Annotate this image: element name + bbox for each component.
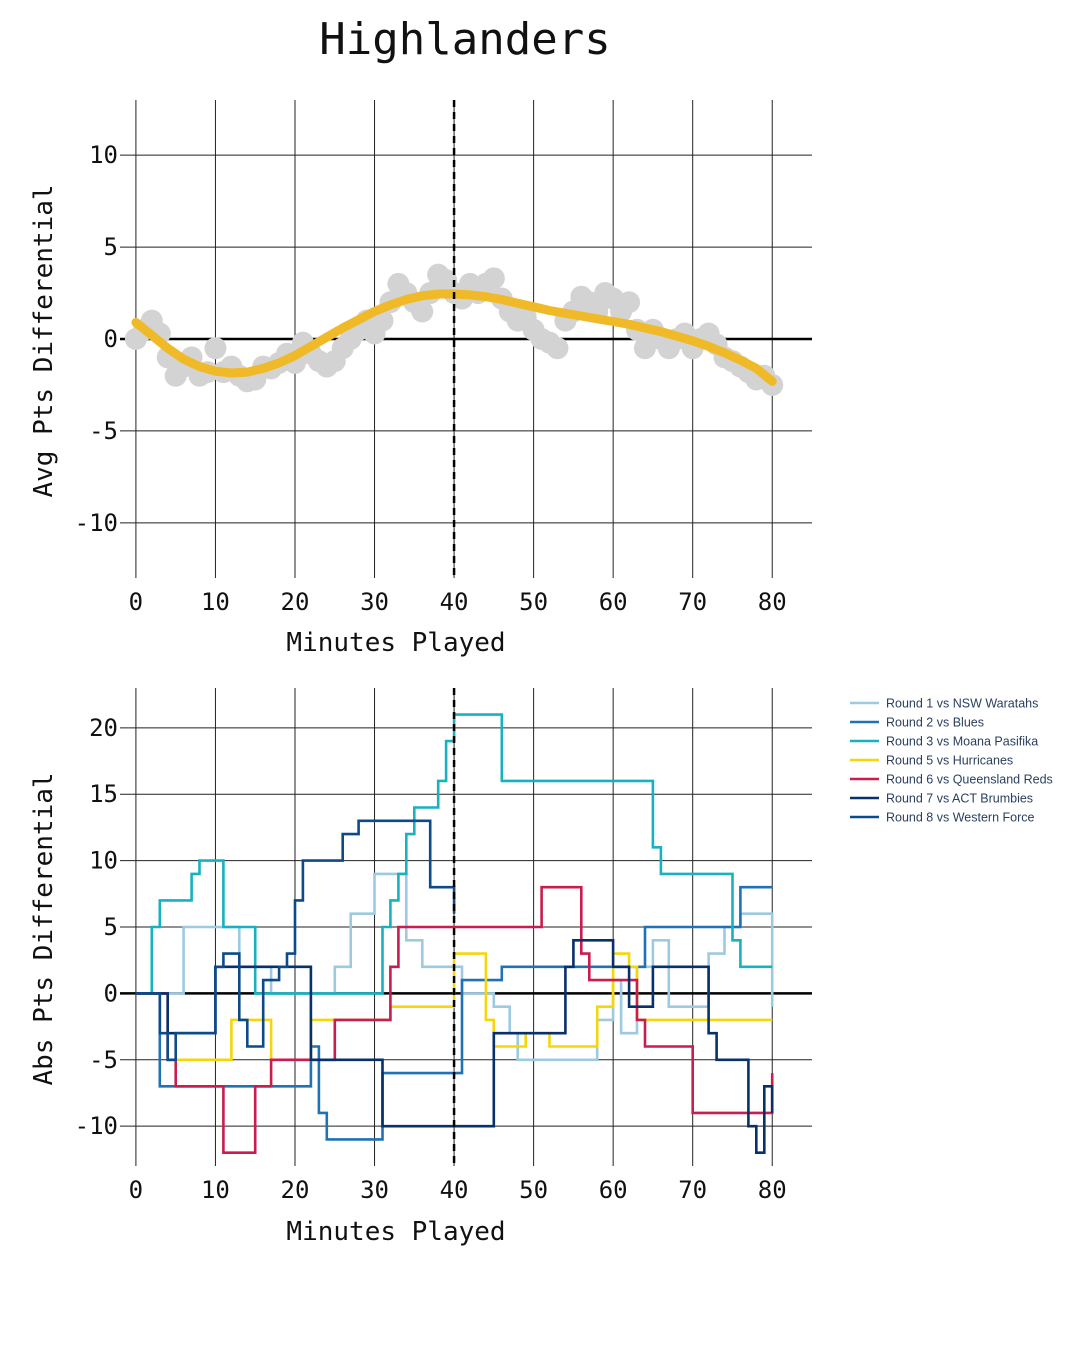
x-tick-label: 60 xyxy=(599,1176,628,1204)
x-tick-label: 40 xyxy=(440,1176,469,1204)
legend-label: Round 8 vs Western Force xyxy=(886,811,1034,825)
data-point xyxy=(618,291,641,314)
series-line-6 xyxy=(135,939,774,1154)
x-tick-label: 30 xyxy=(360,588,389,616)
data-point xyxy=(633,337,656,360)
x-tick-label: 20 xyxy=(281,588,310,616)
data-point xyxy=(546,337,569,360)
y-tick-label: 10 xyxy=(89,141,118,169)
x-tick-label: 0 xyxy=(129,588,143,616)
x-tick-label: 10 xyxy=(201,588,230,616)
y-axis-label: Avg Pts Differential xyxy=(29,184,59,497)
x-tick-label: 40 xyxy=(440,588,469,616)
legend-label: Round 3 vs Moana Pasifika xyxy=(886,735,1038,749)
data-point xyxy=(411,300,434,323)
y-tick-label: 10 xyxy=(89,847,118,875)
x-tick-label: 50 xyxy=(519,588,548,616)
x-tick-label: 10 xyxy=(201,1176,230,1204)
legend-label: Round 2 vs Blues xyxy=(886,716,984,730)
chart-title: Highlanders xyxy=(319,14,611,65)
y-tick-label: -10 xyxy=(75,509,118,537)
series-line-5 xyxy=(135,885,774,1154)
y-tick-label: 0 xyxy=(104,325,118,353)
y-tick-label: 20 xyxy=(89,714,118,742)
legend: Round 1 vs NSW Waratahs Round 2 vs Blues R… xyxy=(850,697,1053,825)
x-tick-label: 30 xyxy=(360,1176,389,1204)
x-tick-label: 0 xyxy=(129,1176,143,1204)
data-point xyxy=(482,267,505,290)
legend-label: Round 6 vs Queensland Reds xyxy=(886,773,1053,787)
series-line-7 xyxy=(135,819,456,1062)
x-tick-label: 70 xyxy=(678,588,707,616)
y-axis-label: Abs Pts Differential xyxy=(29,772,59,1085)
x-tick-label: 20 xyxy=(281,1176,310,1204)
series-line-2 xyxy=(135,885,773,1141)
x-tick-label: 50 xyxy=(519,1176,548,1204)
y-tick-label: 15 xyxy=(89,780,118,808)
y-tick-label: 0 xyxy=(104,979,118,1007)
x-tick-label: 70 xyxy=(678,1176,707,1204)
x-tick-label: 80 xyxy=(758,1176,787,1204)
y-tick-label: 5 xyxy=(104,233,118,261)
data-point xyxy=(204,337,227,360)
x-axis-label: Minutes Played xyxy=(286,1217,505,1247)
legend-label: Round 5 vs Hurricanes xyxy=(886,754,1013,768)
y-tick-label: -5 xyxy=(89,1046,118,1074)
x-tick-label: 60 xyxy=(599,588,628,616)
series-line-3 xyxy=(135,713,773,995)
y-tick-label: -5 xyxy=(89,417,118,445)
y-tick-label: 5 xyxy=(104,913,118,941)
x-axis-label: Minutes Played xyxy=(286,628,505,658)
legend-label: Round 7 vs ACT Brumbies xyxy=(886,792,1033,806)
y-tick-label: -10 xyxy=(75,1112,118,1140)
legend-label: Round 1 vs NSW Waratahs xyxy=(886,697,1038,711)
x-tick-label: 80 xyxy=(758,588,787,616)
